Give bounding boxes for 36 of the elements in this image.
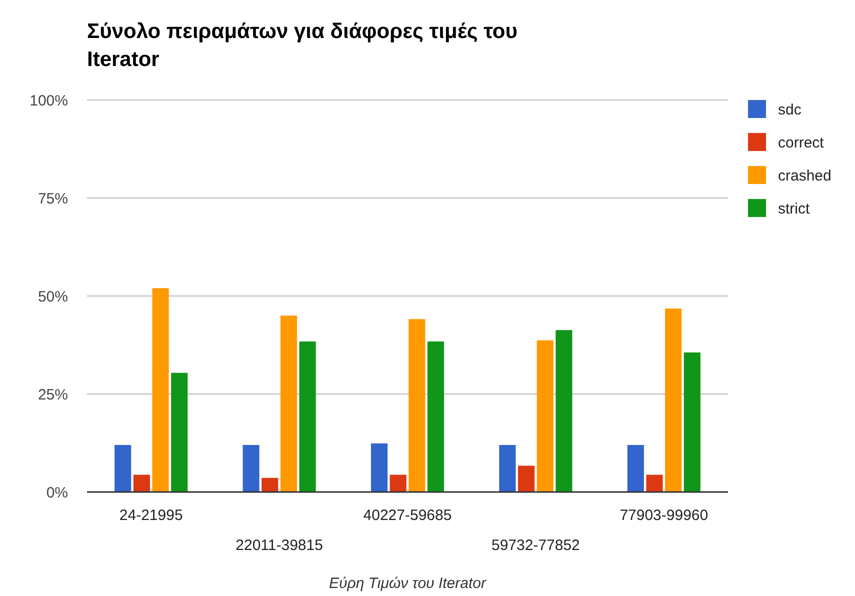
x-tick-label: 24-21995 <box>119 507 183 524</box>
legend-label: crashed <box>778 167 832 184</box>
bar <box>262 478 278 492</box>
bar <box>370 443 388 492</box>
bar <box>171 372 188 492</box>
x-axis-title: Εύρη Τιμών του Iterator <box>329 575 487 592</box>
bar <box>627 444 644 492</box>
legend-label: sdc <box>778 101 802 118</box>
x-tick-label: 77903-99960 <box>620 507 708 524</box>
x-tick-label: 22011-39815 <box>236 537 323 554</box>
bar <box>299 341 316 492</box>
x-tick-label: 59732-77852 <box>491 537 580 554</box>
bar <box>280 316 298 492</box>
bar <box>646 474 663 492</box>
bar <box>684 352 700 492</box>
bar <box>152 288 169 492</box>
bar <box>665 308 682 492</box>
y-tick-label: 50% <box>38 288 68 306</box>
y-tick-label: 75% <box>38 190 68 208</box>
bar <box>499 444 516 492</box>
bar <box>242 444 260 492</box>
bar <box>133 474 150 492</box>
y-tick-label: 0% <box>46 484 68 502</box>
legend-label: strict <box>778 200 810 218</box>
bar <box>536 340 554 492</box>
bar <box>518 466 535 492</box>
bar <box>556 330 572 492</box>
bar <box>427 341 444 492</box>
bar <box>408 319 426 492</box>
bar <box>114 444 132 492</box>
legend-label: correct <box>778 134 825 152</box>
y-tick-label: 100% <box>30 92 68 110</box>
bar <box>390 474 406 492</box>
chart-title: Σύνολο πειραμάτων για διάφορες τιμές του Iterator <box>87 20 518 71</box>
y-tick-label: 25% <box>38 386 68 404</box>
x-tick-label: 40227-59685 <box>363 507 452 524</box>
